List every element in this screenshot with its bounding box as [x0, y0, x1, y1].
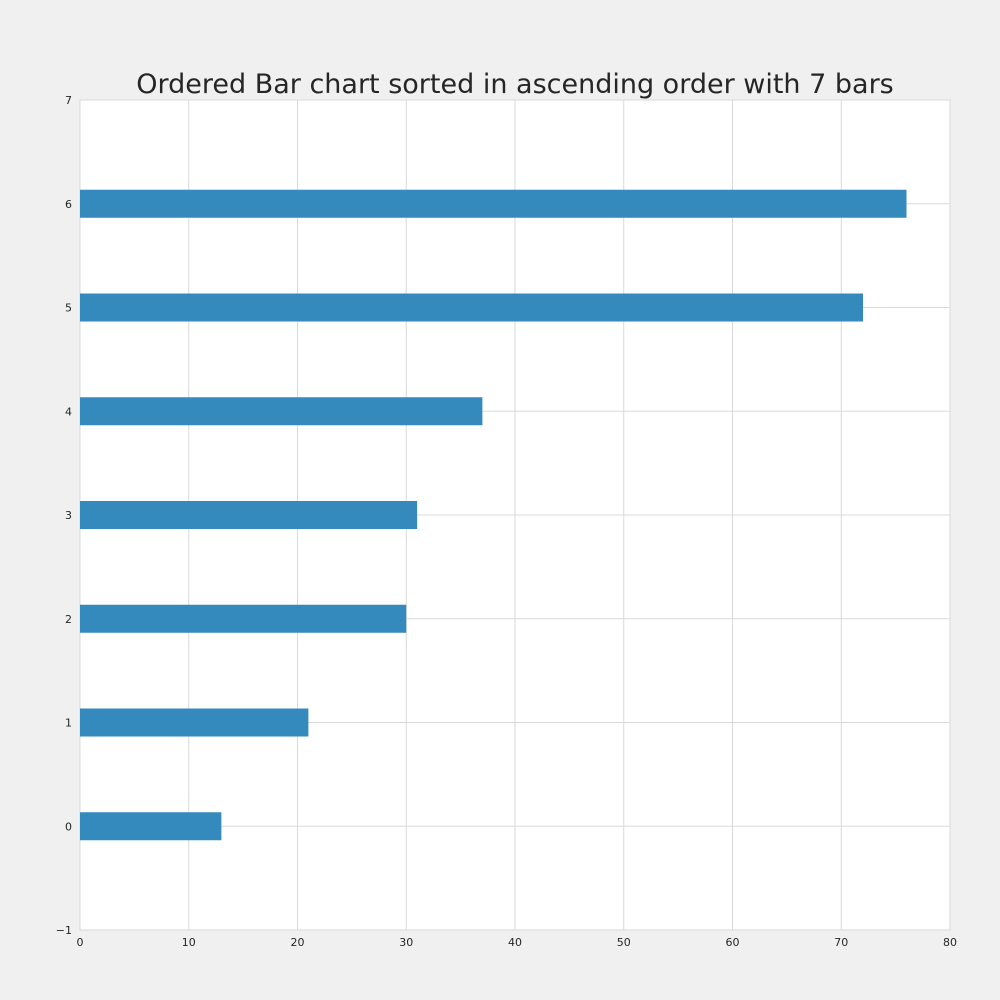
x-tick-label: 50: [617, 936, 631, 949]
x-tick-label: 40: [508, 936, 522, 949]
y-tick-label: 0: [65, 820, 72, 833]
y-tick-label: 7: [65, 94, 72, 107]
y-tick-label: 6: [65, 198, 72, 211]
y-axis-ticks: −1 0 1 2 3 4 5 6 7: [56, 94, 72, 937]
chart-title: Ordered Bar chart sorted in ascending or…: [136, 69, 894, 100]
x-tick-label: 30: [399, 936, 413, 949]
y-tick-label: 2: [65, 613, 72, 626]
bar: [80, 604, 407, 633]
y-tick-label: −1: [56, 924, 72, 937]
y-tick-label: 3: [65, 509, 72, 522]
bar: [80, 812, 222, 841]
bar: [80, 500, 418, 530]
y-tick-label: 5: [65, 302, 72, 315]
x-tick-label: 70: [834, 936, 848, 949]
x-axis-ticks: 0 10 20 30 40 50 60 70 80: [77, 936, 958, 949]
x-tick-label: 10: [182, 936, 196, 949]
x-tick-label: 20: [291, 936, 305, 949]
y-tick-label: 4: [65, 405, 72, 418]
y-tick-label: 1: [65, 717, 72, 730]
x-tick-label: 80: [943, 936, 957, 949]
bar: [80, 189, 907, 218]
bar: [80, 397, 483, 426]
bar: [80, 708, 309, 737]
x-tick-label: 0: [77, 936, 84, 949]
bar: [80, 293, 863, 322]
x-tick-label: 60: [726, 936, 740, 949]
bars: [80, 189, 907, 841]
